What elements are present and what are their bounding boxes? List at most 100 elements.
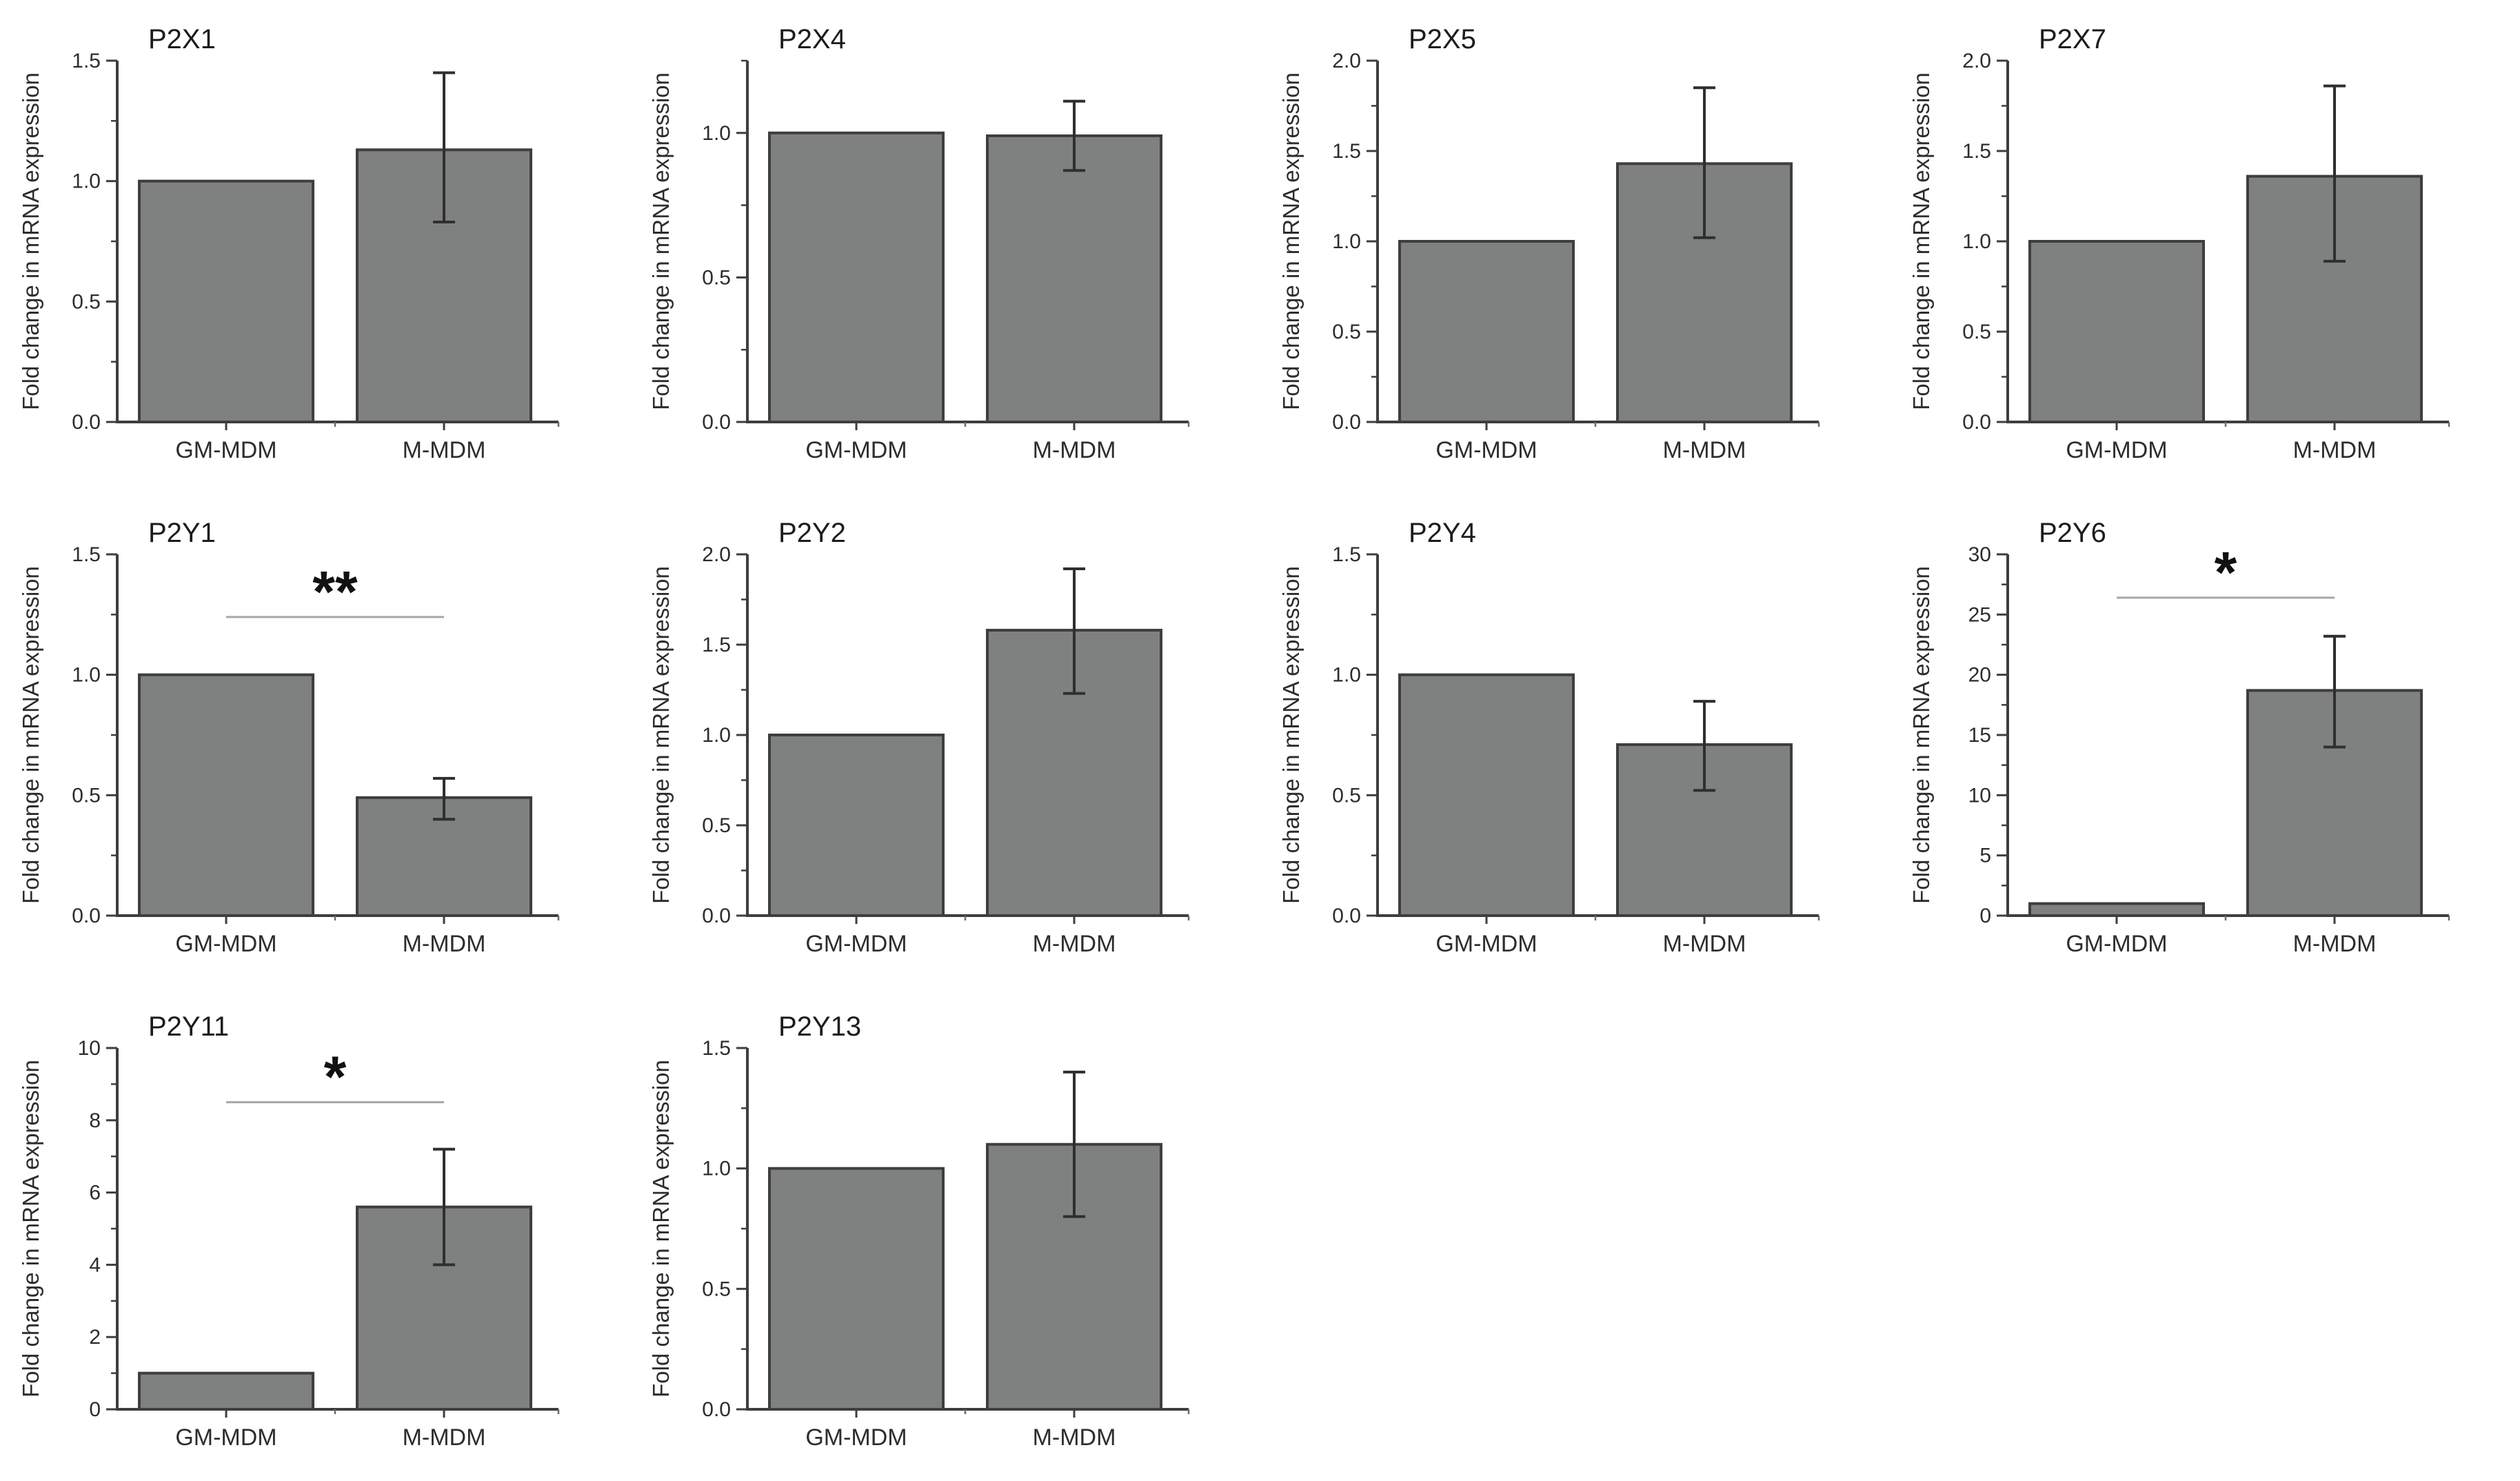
y-tick-label: 0.0 — [72, 411, 101, 434]
y-tick-label: 1.5 — [702, 634, 731, 656]
y-tick-label: 1.0 — [702, 724, 731, 747]
y-tick-label: 15 — [1968, 724, 1991, 747]
x-category-label: M-MDM — [1663, 437, 1746, 463]
x-category-label: GM-MDM — [2066, 437, 2167, 463]
y-tick-label: 6 — [89, 1182, 101, 1205]
y-tick-label: 0.5 — [702, 814, 731, 837]
y-tick-label: 0.5 — [1332, 784, 1361, 807]
y-tick-label: 0.5 — [1962, 321, 1991, 343]
subplot-p2y6: 0 5 10 15 20 25 30 GM-MDM M-MDM P2Y6 Fold change i… — [1897, 494, 2520, 987]
y-axis-label: Fold change in mRNA expression — [648, 566, 674, 904]
x-category-label: M-MDM — [1663, 931, 1746, 957]
bar-gm-mdm — [138, 179, 314, 423]
y-tick-label: 0.5 — [72, 290, 101, 313]
x-category-label: M-MDM — [1033, 931, 1116, 957]
chart-p2y2: 0.0 0.5 1.0 1.5 2.0 GM-MDM M-MDM P2Y2 Fold chang… — [648, 518, 1190, 957]
y-tick-label: 0.0 — [1332, 905, 1361, 927]
bar-gm-mdm — [768, 1167, 945, 1411]
y-tick-label: 0.0 — [702, 411, 731, 434]
x-category-label: M-MDM — [403, 437, 486, 463]
y-tick-label: 0.0 — [702, 1398, 731, 1421]
x-category-label: GM-MDM — [175, 1424, 276, 1451]
subplot-p2y11: 0 2 4 6 8 10 GM-MDM M-MDM P2Y11 Fold change in mR… — [7, 987, 637, 1481]
subplot-p2x4: 0.0 0.5 1.0 GM-MDM M-MDM P2X4 Fold change in m… — [637, 0, 1267, 494]
y-tick-label: 1.5 — [72, 50, 101, 72]
y-tick-label: 0.5 — [702, 266, 731, 289]
y-axis-label: Fold change in mRNA expression — [18, 566, 43, 904]
y-tick-label: 2.0 — [702, 543, 731, 566]
y-tick-label: 20 — [1968, 664, 1991, 687]
bar-gm-mdm — [2028, 240, 2205, 423]
x-category-label: M-MDM — [2293, 437, 2377, 463]
chart-p2x5: 0.0 0.5 1.0 1.5 2.0 GM-MDM M-MDM P2X5 Fold chang… — [1278, 24, 1820, 463]
x-category-label: M-MDM — [403, 931, 486, 957]
y-tick-label: 0 — [89, 1398, 101, 1421]
y-axis-label: Fold change in mRNA expression — [1278, 566, 1304, 904]
y-tick-label: 1.0 — [702, 1158, 731, 1180]
chart-p2x1: 0.0 0.5 1.0 1.5 GM-MDM M-MDM P2X1 Fold change i… — [18, 24, 560, 463]
x-category-label: GM-MDM — [1435, 437, 1537, 463]
chart-title: P2X4 — [778, 24, 846, 54]
subplot-p2y4: 0.0 0.5 1.0 1.5 GM-MDM M-MDM P2Y4 Fold change i… — [1267, 494, 1897, 987]
x-category-label: M-MDM — [403, 1424, 486, 1451]
subplot-p2x7: 0.0 0.5 1.0 1.5 2.0 GM-MDM M-MDM P2X7 Fold chang… — [1897, 0, 2520, 494]
x-category-label: GM-MDM — [175, 437, 276, 463]
y-tick-label: 1.5 — [1332, 543, 1361, 566]
x-category-label: M-MDM — [1033, 1424, 1116, 1451]
bar-gm-mdm — [768, 131, 945, 424]
y-tick-label: 8 — [89, 1109, 101, 1132]
y-tick-label: 1.0 — [72, 664, 101, 687]
chart-p2y13: 0.0 0.5 1.0 1.5 GM-MDM M-MDM P2Y13 Fold change … — [648, 1011, 1190, 1451]
chart-title: P2Y1 — [148, 518, 216, 548]
chart-title: P2Y11 — [148, 1011, 229, 1042]
bar-gm-mdm — [1398, 240, 1575, 423]
chart-p2y11: 0 2 4 6 8 10 GM-MDM M-MDM P2Y11 Fold change in mR… — [18, 1011, 560, 1451]
x-category-label: GM-MDM — [2066, 931, 2167, 957]
x-category-label: GM-MDM — [805, 437, 907, 463]
chart-p2x4: 0.0 0.5 1.0 GM-MDM M-MDM P2X4 Fold change in m… — [648, 24, 1190, 463]
chart-title: P2Y13 — [778, 1011, 861, 1042]
y-axis-label: Fold change in mRNA expression — [648, 72, 674, 410]
bar-gm-mdm — [138, 1371, 314, 1411]
chart-p2x7: 0.0 0.5 1.0 1.5 2.0 GM-MDM M-MDM P2X7 Fold chang… — [1908, 24, 2450, 463]
x-category-label: GM-MDM — [1435, 931, 1537, 957]
y-tick-label: 0.0 — [72, 905, 101, 927]
subplot-p2x5: 0.0 0.5 1.0 1.5 2.0 GM-MDM M-MDM P2X5 Fold chang… — [1267, 0, 1897, 494]
chart-title: P2Y6 — [2039, 518, 2106, 548]
x-category-label: GM-MDM — [805, 1424, 907, 1451]
y-tick-label: 5 — [1979, 845, 1991, 867]
bar-gm-mdm — [768, 734, 945, 917]
y-axis-label: Fold change in mRNA expression — [18, 72, 43, 410]
x-category-label: M-MDM — [1033, 437, 1116, 463]
y-tick-label: 1.5 — [72, 543, 101, 566]
chart-p2y4: 0.0 0.5 1.0 1.5 GM-MDM M-MDM P2Y4 Fold change i… — [1278, 518, 1820, 957]
bar-gm-mdm — [1398, 673, 1575, 917]
subplot-p2x1: 0.0 0.5 1.0 1.5 GM-MDM M-MDM P2X1 Fold change i… — [7, 0, 637, 494]
significance-stars: ** — [312, 559, 358, 624]
y-tick-label: 0.5 — [702, 1278, 731, 1300]
chart-title: P2Y4 — [1409, 518, 1476, 548]
y-tick-label: 4 — [89, 1253, 101, 1276]
subplot-p2y1: 0.0 0.5 1.0 1.5 GM-MDM M-MDM P2Y1 Fold change i… — [7, 494, 637, 987]
y-tick-label: 0.5 — [72, 784, 101, 807]
y-tick-label: 0.5 — [1332, 321, 1361, 343]
subplot-p2y13: 0.0 0.5 1.0 1.5 GM-MDM M-MDM P2Y13 Fold change … — [637, 987, 1267, 1481]
chart-p2y1: 0.0 0.5 1.0 1.5 GM-MDM M-MDM P2Y1 Fold change i… — [18, 518, 560, 957]
chart-title: P2X5 — [1409, 24, 1476, 54]
chart-title: P2Y2 — [778, 518, 846, 548]
y-tick-label: 0.0 — [702, 905, 731, 927]
y-tick-label: 0 — [1979, 905, 1991, 927]
significance-stars: * — [2215, 540, 2237, 605]
y-axis-label: Fold change in mRNA expression — [1278, 72, 1304, 410]
y-tick-label: 1.0 — [1962, 230, 1991, 253]
y-tick-label: 1.5 — [1332, 140, 1361, 163]
x-category-label: GM-MDM — [175, 931, 276, 957]
chart-p2y6: 0 5 10 15 20 25 30 GM-MDM M-MDM P2Y6 Fold change i… — [1908, 518, 2450, 957]
y-tick-label: 0.0 — [1962, 411, 1991, 434]
subplot-p2y2: 0.0 0.5 1.0 1.5 2.0 GM-MDM M-MDM P2Y2 Fold chang… — [637, 494, 1267, 987]
y-tick-label: 0.0 — [1332, 411, 1361, 434]
y-tick-label: 30 — [1968, 543, 1991, 566]
x-category-label: GM-MDM — [805, 931, 907, 957]
y-tick-label: 1.0 — [72, 170, 101, 193]
